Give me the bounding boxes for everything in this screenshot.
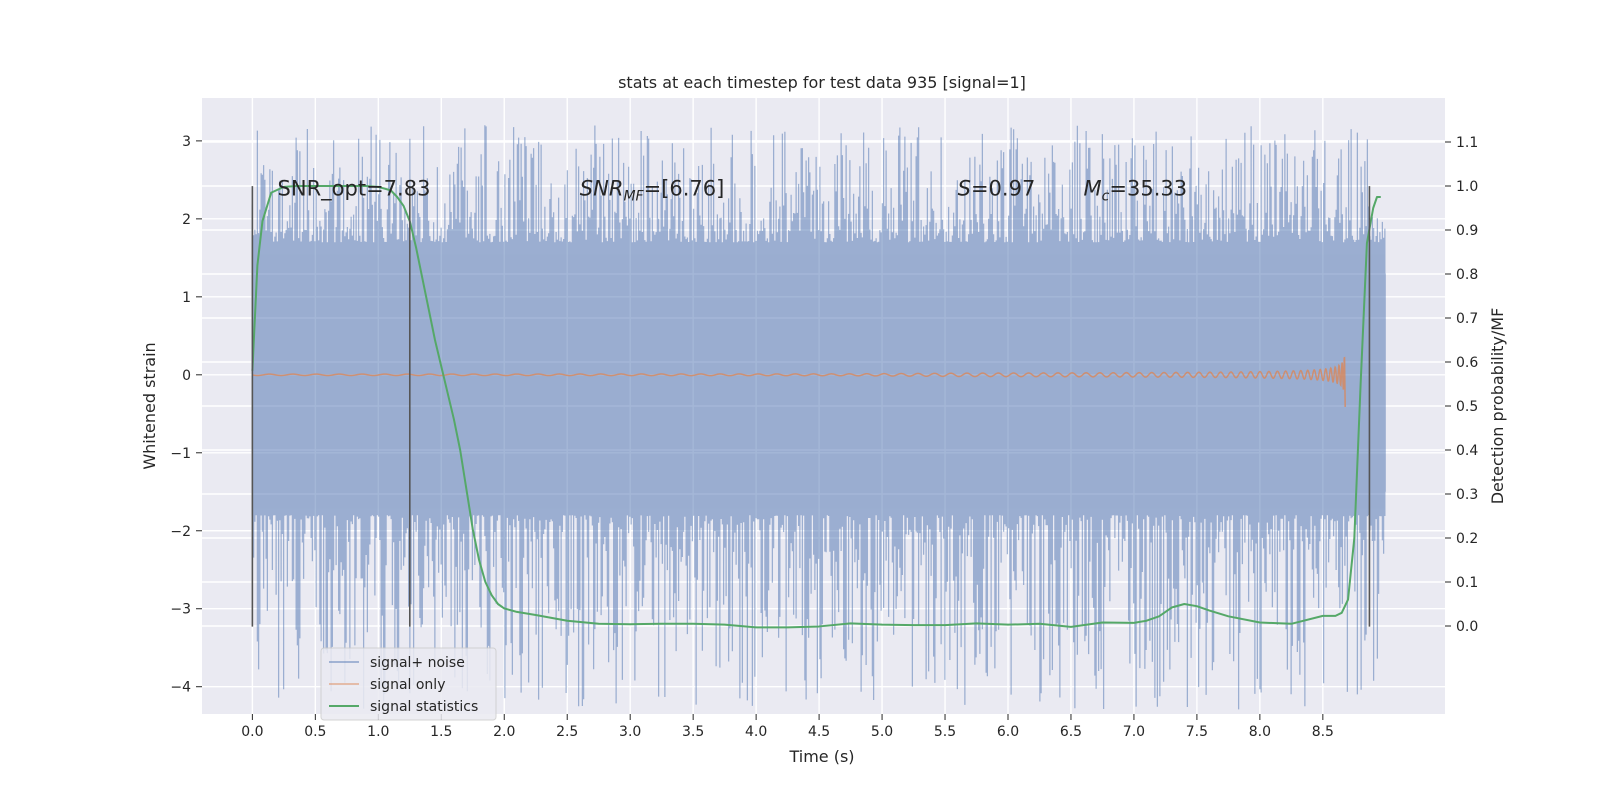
x-tick-label: 2.0: [493, 724, 515, 740]
annotation-subscript: MF: [623, 189, 644, 205]
y-tick-label: −4: [170, 680, 191, 696]
x-axis-label: Time (s): [788, 747, 854, 766]
legend-box: [320, 647, 497, 721]
y-tick-label: 1: [182, 290, 191, 306]
y2-tick-label: 0.4: [1456, 443, 1478, 459]
y2-tick-label: 0.0: [1456, 619, 1478, 635]
y-tick-label: 3: [182, 134, 191, 150]
legend-label: signal statistics: [370, 699, 478, 715]
x-tick-label: 0.5: [304, 724, 326, 740]
x-tick-label: 0.0: [241, 724, 263, 740]
y-tick-label: −3: [170, 602, 191, 618]
series-signal-plus-noise: [251, 125, 1386, 710]
x-tick-label: 6.5: [1060, 724, 1082, 740]
y-tick-label: −2: [170, 524, 191, 540]
y2-axis-label: Detection probability/MF: [1488, 308, 1507, 505]
x-tick-label: 4.0: [745, 724, 767, 740]
x-tick-label: 4.5: [808, 724, 830, 740]
x-tick-label: 1.5: [430, 724, 452, 740]
x-tick-label: 3.5: [682, 724, 704, 740]
legend: signal+ noise signal only signal statistic…: [320, 647, 497, 721]
y2-tick-label: 0.3: [1456, 487, 1478, 503]
annotation-text: SNR_opt=7.83: [278, 177, 431, 202]
y2-tick-label: 0.7: [1456, 311, 1478, 327]
y2-tick-label: 1.1: [1456, 135, 1478, 151]
x-tick-label: 5.0: [871, 724, 893, 740]
annotation-value: =0.97: [971, 177, 1035, 201]
y2-tick-label: 0.1: [1456, 575, 1478, 591]
annotation-text: SNRMF=[6.76]: [580, 177, 725, 205]
x-tick-label: 8.0: [1249, 724, 1271, 740]
y2-tick-label: 1.0: [1456, 179, 1478, 195]
y2-tick-label: 0.2: [1456, 531, 1478, 547]
x-tick-label: 8.5: [1312, 724, 1334, 740]
x-tick-label: 7.0: [1123, 724, 1145, 740]
chart-title: stats at each timestep for test data 935…: [618, 73, 1026, 92]
annotation-symbol: SNR: [580, 177, 624, 201]
y-tick-label: 0: [182, 368, 191, 384]
y-axis-label: Whitened strain: [140, 342, 159, 469]
annotation-subscript: c: [1102, 189, 1110, 205]
y2-tick-label: 0.9: [1456, 223, 1478, 239]
legend-label: signal+ noise: [370, 655, 465, 671]
y-tick-label: −1: [170, 446, 191, 462]
series-signal-statistics: [251, 185, 1381, 629]
x-tick-label: 5.5: [934, 724, 956, 740]
x-tick-label: 3.0: [619, 724, 641, 740]
annotation-symbol: S: [958, 177, 971, 201]
annotation-text: Mc=35.33: [1084, 177, 1188, 205]
y-tick-label: 2: [182, 212, 191, 228]
series-signal-only: [252, 356, 1346, 408]
y2-tick-label: 0.8: [1456, 267, 1478, 283]
x-tick-label: 6.0: [997, 724, 1019, 740]
annotation-value: =[6.76]: [644, 177, 725, 201]
x-tick-label: 7.5: [1186, 724, 1208, 740]
x-tick-label: 1.0: [367, 724, 389, 740]
plot-area: SNR_opt=7.83 SNRMF=[6.76] S=0.97 Mc=35.33 0.…: [170, 98, 1478, 740]
x-tick-label: 2.5: [556, 724, 578, 740]
annotation-symbol: M: [1084, 177, 1102, 201]
y2-tick-label: 0.5: [1456, 399, 1478, 415]
annotation-value: =35.33: [1109, 177, 1187, 201]
legend-label: signal only: [370, 677, 445, 693]
annotation-text: S=0.97: [958, 177, 1036, 201]
y2-tick-label: 0.6: [1456, 355, 1478, 371]
